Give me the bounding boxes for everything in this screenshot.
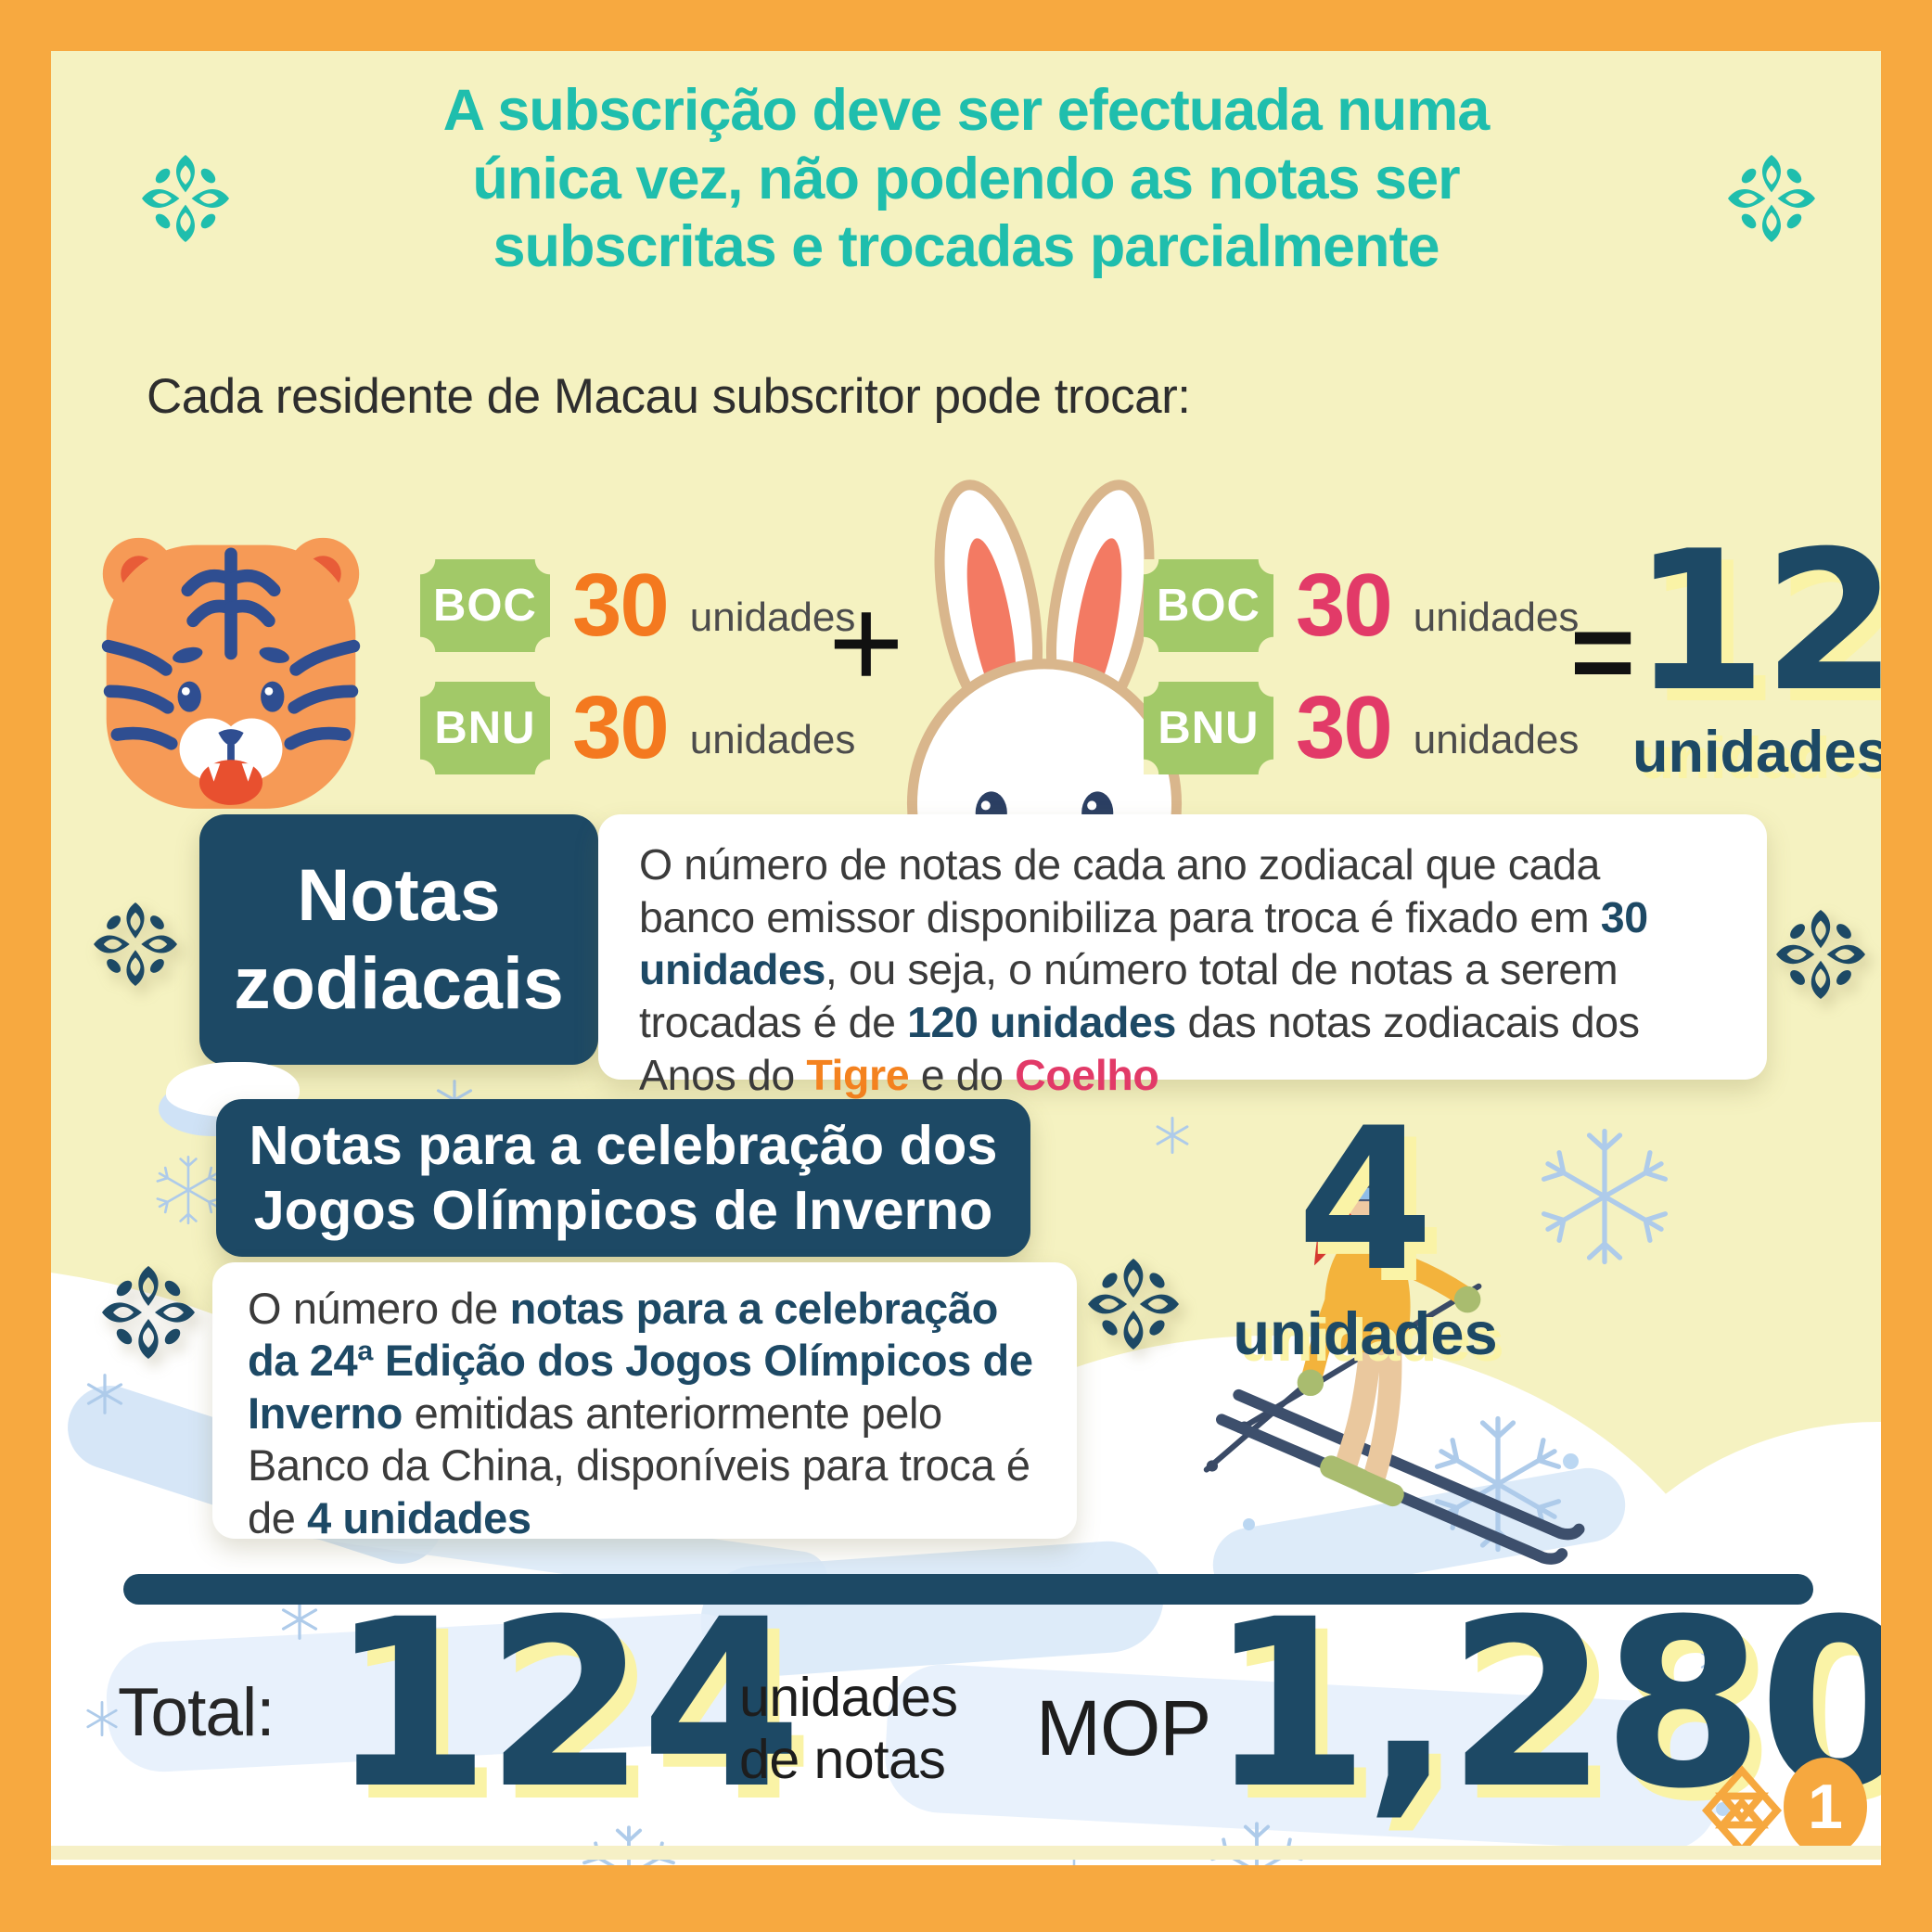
zodiac-text: , ou seja, o número total de notas a ser… xyxy=(639,945,1619,1047)
quantity-value: 30 xyxy=(572,556,670,655)
bank-ticket-boc: BOC xyxy=(1144,559,1273,652)
exchange-total-value: 120 xyxy=(1632,510,1881,735)
olympics-bold-edition: notas para a celebração da 24ª Edição do… xyxy=(248,1284,1033,1438)
zodiac-label-box: Notas zodiacais xyxy=(199,814,598,1065)
currency-label: MOP xyxy=(1036,1684,1211,1772)
olympics-title-box: Notas para a celebração dos Jogos Olímpi… xyxy=(216,1099,1030,1257)
olympics-description-card: O número de notas para a celebração da 2… xyxy=(212,1262,1077,1542)
total-amount: 1,280 xyxy=(1209,1569,1881,1839)
rabbit-boc-row: BOC 30 unidades xyxy=(1144,559,1579,652)
plus-sign: + xyxy=(828,569,904,715)
olympics-title-line2: Jogos Olímpicos de Inverno xyxy=(253,1179,993,1241)
flower-motif-icon xyxy=(1776,910,1865,999)
bank-ticket-bnu: BNU xyxy=(1144,682,1273,774)
amcm-diamond-logo-icon xyxy=(1702,1765,1782,1856)
content-area: A subscrição deve ser efectuada numa úni… xyxy=(51,51,1881,1865)
olympics-total-unit: unidades xyxy=(1233,1299,1498,1368)
flower-motif-icon xyxy=(142,155,229,242)
quantity-value: 30 xyxy=(1296,678,1393,777)
bank-ticket-bnu: BNU xyxy=(420,682,550,774)
bank-ticket-boc: BOC xyxy=(420,559,550,652)
total-units-caption: unidades de notas xyxy=(739,1667,958,1790)
quantity-unit: unidades xyxy=(689,595,856,640)
page-title: A subscrição deve ser efectuada numa úni… xyxy=(51,77,1881,282)
quantity-value: 30 xyxy=(1296,556,1393,655)
zodiac-text: e do xyxy=(909,1050,1016,1099)
total-units-value: 124 xyxy=(329,1569,802,1839)
flower-motif-icon xyxy=(94,902,177,986)
bottom-cream-strip xyxy=(51,1846,1881,1860)
equals-sign: = xyxy=(1570,590,1636,714)
total-label: Total: xyxy=(118,1675,275,1750)
exchange-total-unit: unidades xyxy=(1632,719,1881,785)
zodiac-label-line2: zodiacais xyxy=(234,941,564,1024)
olympics-text: O número de xyxy=(248,1284,510,1333)
title-line-3: subscritas e trocadas parcialmente xyxy=(493,214,1440,280)
total-units-caption-line2: de notas xyxy=(739,1728,946,1790)
title-line-1: A subscrição deve ser efectuada numa xyxy=(442,78,1491,143)
sparkle-icon xyxy=(83,1700,121,1737)
flower-motif-icon xyxy=(102,1266,195,1359)
zodiac-tiger-word: Tigre xyxy=(806,1050,910,1099)
snow-dot xyxy=(1563,1453,1579,1469)
tiger-face-icon xyxy=(96,513,366,821)
olympics-text: emitidas anteriormente pelo Banco da Chi… xyxy=(248,1388,1030,1542)
quantity-unit: unidades xyxy=(1413,717,1580,762)
quantity-value: 30 xyxy=(572,678,670,777)
tiger-boc-row: BOC 30 unidades xyxy=(420,559,855,652)
olympics-title-line1: Notas para a celebração dos xyxy=(249,1113,998,1176)
page-number-badge: 1 xyxy=(1784,1758,1867,1856)
snow-dot xyxy=(1243,1518,1255,1530)
zodiac-bold-30: 30 unidades xyxy=(639,892,1648,994)
rabbit-bnu-row: BNU 30 unidades xyxy=(1144,682,1579,774)
zodiac-bold-120: 120 unidades xyxy=(907,998,1176,1047)
sparkle-icon xyxy=(83,1373,126,1415)
olympics-total: 4 unidades xyxy=(1204,1085,1527,1368)
section-divider xyxy=(123,1574,1813,1605)
olympics-total-value: 4 xyxy=(1297,1085,1434,1314)
quantity-unit: unidades xyxy=(1413,595,1580,640)
zodiac-label-line1: Notas xyxy=(297,853,501,937)
flower-motif-icon xyxy=(1728,155,1815,242)
title-line-2: única vez, não podendo as notas ser xyxy=(472,146,1460,211)
intro-text: Cada residente de Macau subscritor pode … xyxy=(147,369,1191,424)
zodiac-text: O número de notas de cada ano zodiacal q… xyxy=(639,840,1601,941)
tiger-bnu-row: BNU 30 unidades xyxy=(420,682,855,774)
total-units-caption-line1: unidades xyxy=(739,1667,958,1728)
snowflake-icon xyxy=(153,1155,224,1225)
zodiac-description-card: O número de notas de cada ano zodiacal q… xyxy=(598,814,1767,1099)
exchange-total: 120 unidades xyxy=(1632,510,1881,786)
zodiac-text: das notas zodiacais dos Anos do xyxy=(639,998,1640,1099)
snow-dot xyxy=(756,1730,772,1746)
zodiac-rabbit-word: Coelho xyxy=(1015,1050,1159,1099)
olympics-bold-4: 4 unidades xyxy=(307,1492,531,1542)
quantity-unit: unidades xyxy=(689,717,856,762)
